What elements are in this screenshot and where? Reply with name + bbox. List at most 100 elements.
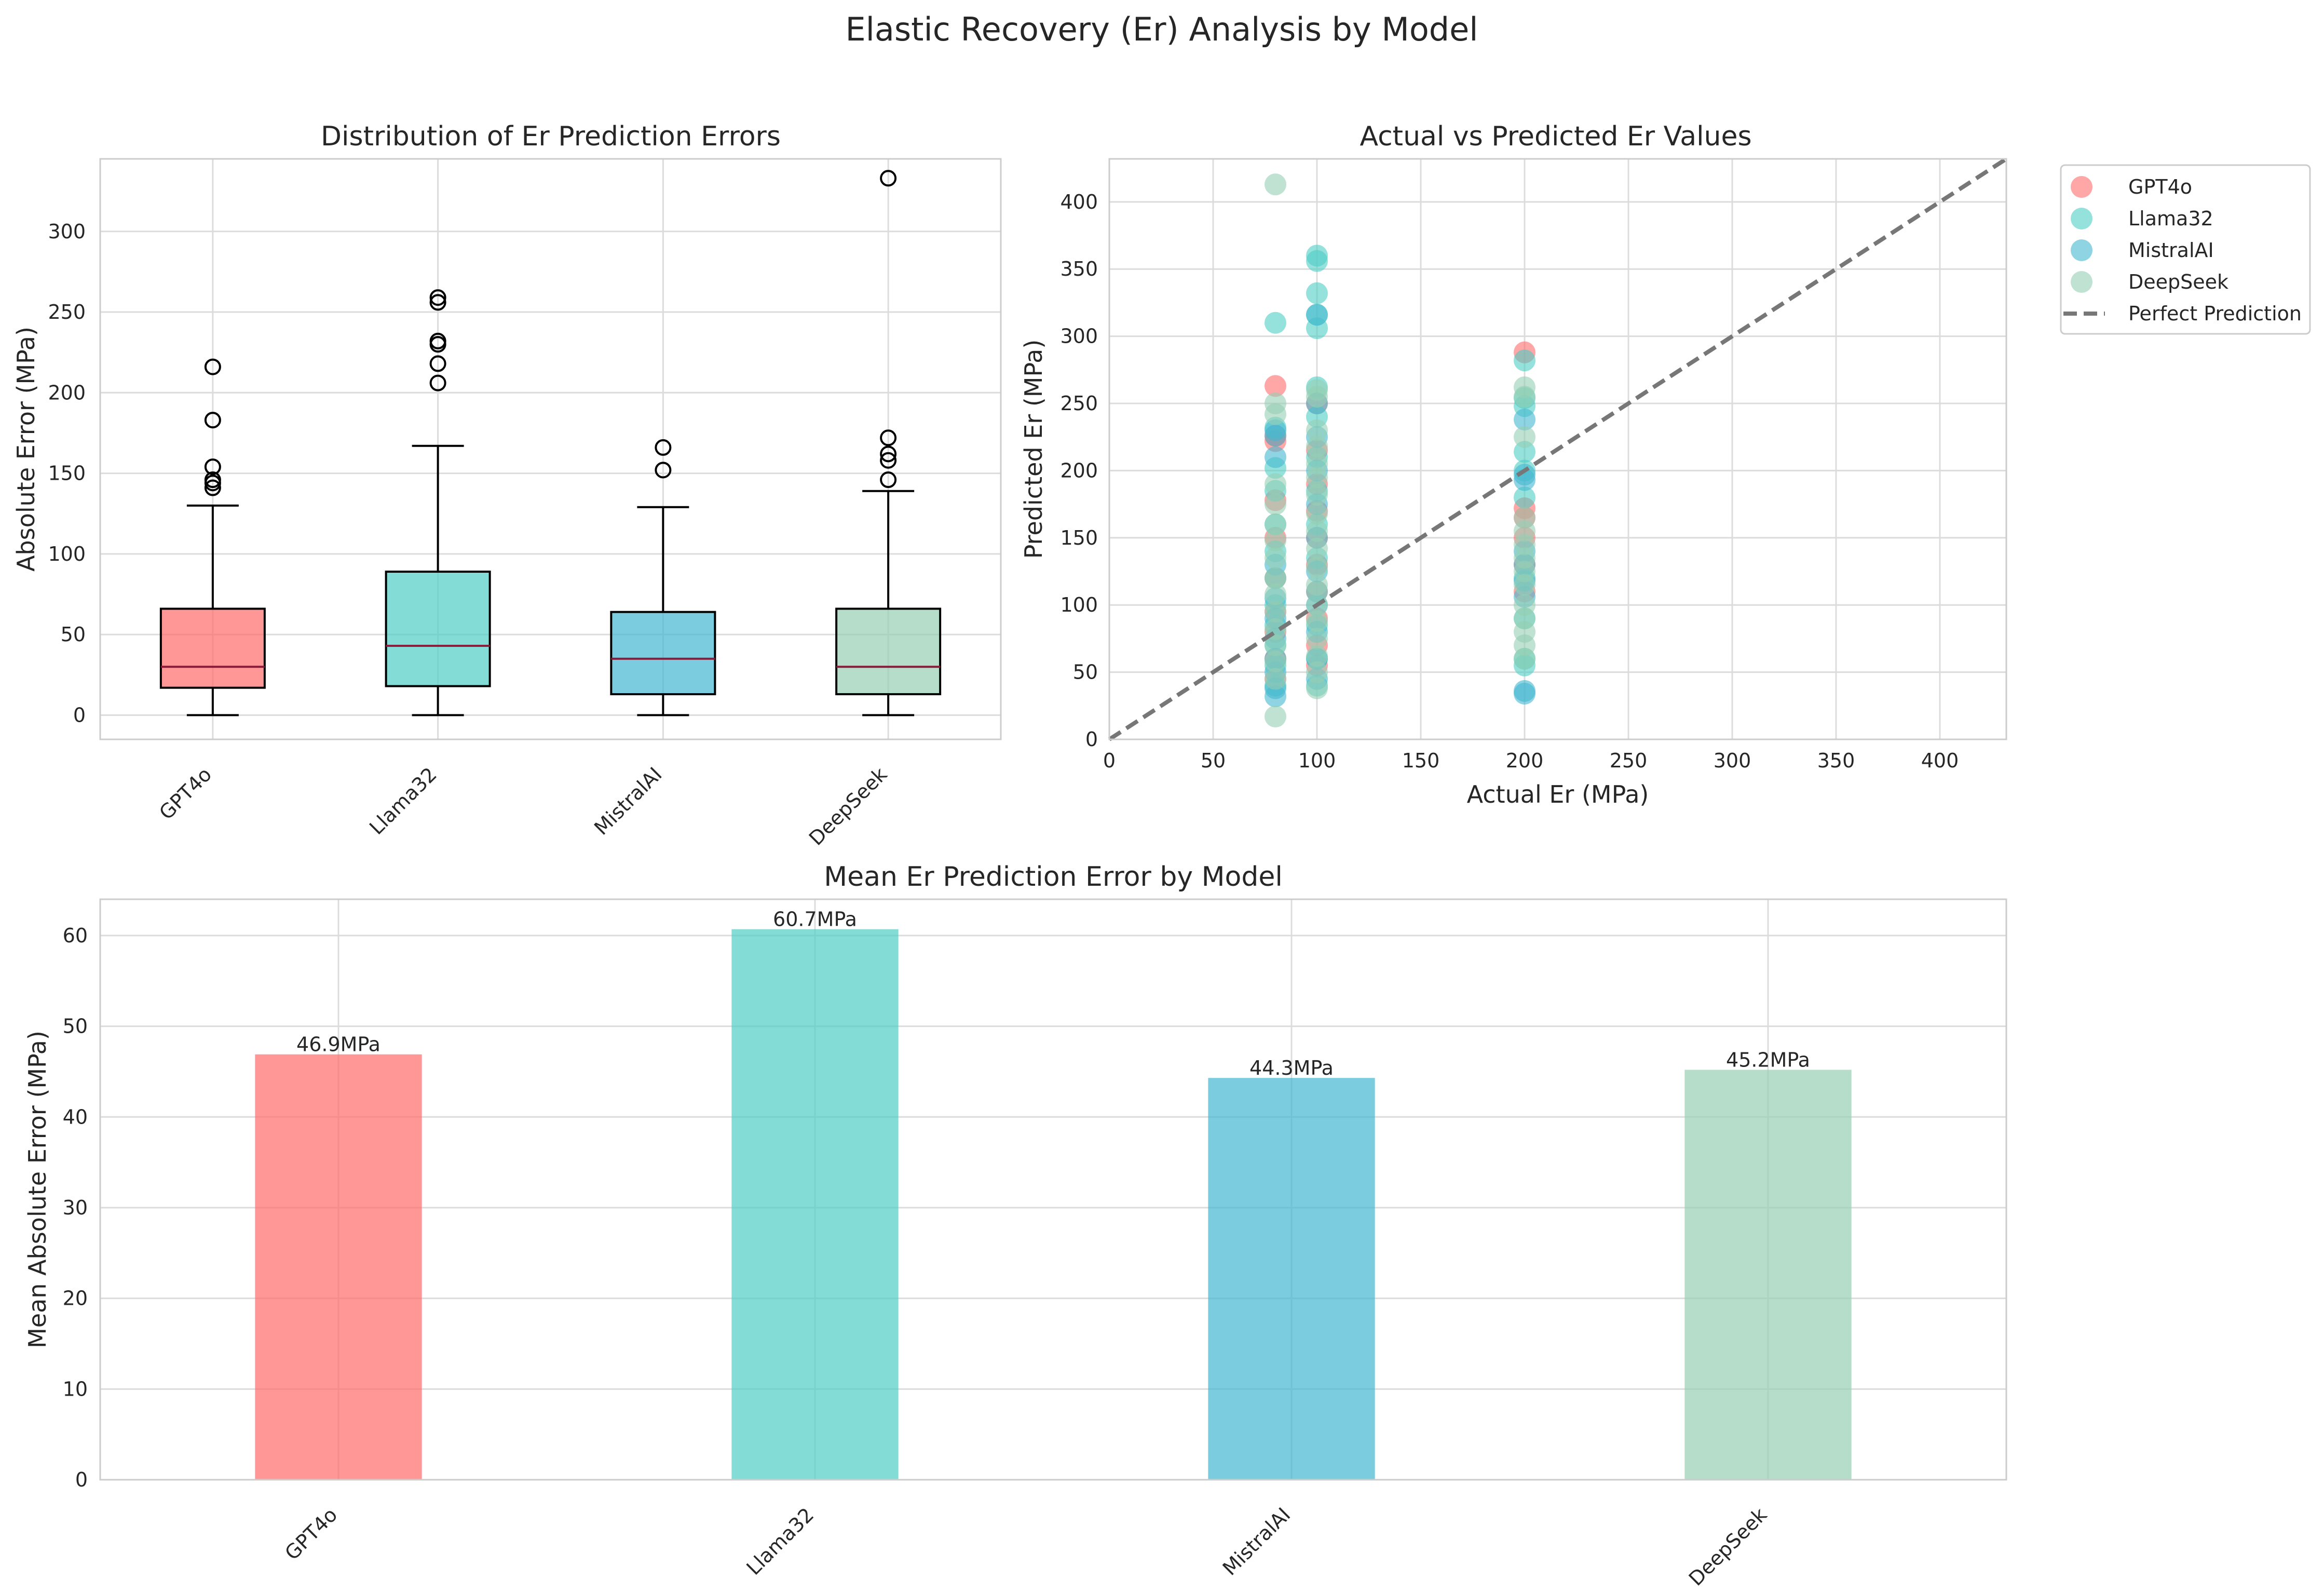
scatter-point [1265, 403, 1286, 425]
bar-frame [99, 898, 2007, 1481]
boxplot-frame [99, 158, 1002, 740]
y-tick-label: 250 [1060, 392, 1098, 415]
scatter-point [1265, 312, 1286, 334]
x-tick-label: 200 [1506, 749, 1544, 772]
x-tick-label: 0 [1103, 749, 1116, 772]
scatter-point [1514, 426, 1535, 448]
y-tick-label: 100 [48, 543, 86, 565]
y-tick-label: 250 [48, 301, 86, 323]
scatter-point [1306, 677, 1328, 699]
boxplot-title: Distribution of Er Prediction Errors [321, 121, 781, 152]
legend-label-perfect-prediction: Perfect Prediction [2128, 302, 2302, 325]
boxplot-y-ticks: 0 50 100 150 200 250 300 [48, 220, 86, 727]
scatter-point [1514, 683, 1535, 705]
scatter-point [1514, 574, 1535, 596]
outlier-point [429, 332, 446, 349]
iqr-box [159, 607, 266, 689]
box-gpt4o [159, 358, 266, 717]
outlier-point [204, 458, 221, 476]
bar-title: Mean Er Prediction Error by Model [824, 861, 1283, 893]
iqr-box [610, 611, 716, 696]
y-tick-label: 50 [1073, 661, 1098, 684]
outlier-point [880, 445, 897, 463]
scatter-point [1514, 349, 1535, 372]
x-tick-label: 150 [1402, 749, 1440, 772]
outlier-point [880, 170, 897, 187]
bar-value-label: 45.2MPa [1726, 1048, 1810, 1071]
legend-marker-llama32 [2071, 208, 2092, 229]
scatter-x-ticks: 0 50 100 150 200 250 300 350 400 [1103, 749, 1959, 772]
x-tick-label: 250 [1610, 749, 1648, 772]
scatter-point [1265, 668, 1286, 690]
y-tick-label: 200 [1060, 459, 1098, 482]
y-tick-label: 400 [1060, 191, 1098, 213]
legend-label-deepseek: DeepSeek [2128, 271, 2228, 293]
scatter-point [1265, 493, 1286, 516]
scatter-point [1265, 567, 1286, 589]
scatter-point [1306, 574, 1328, 596]
bar-value-label: 46.9MPa [296, 1033, 380, 1056]
legend-marker-mistralai [2071, 239, 2092, 261]
scatter-point [1265, 473, 1286, 495]
scatter-y-ticks: 0 50 100 150 200 250 300 350 400 [1060, 191, 1098, 751]
x-tick-label: 300 [1714, 749, 1751, 772]
box-llama32 [385, 289, 491, 717]
outlier-point [655, 462, 672, 479]
outlier-point [880, 471, 897, 489]
iqr-box [385, 571, 491, 687]
boxplot-y-label: Absolute Error (MPa) [12, 327, 40, 572]
outlier-point [880, 452, 897, 469]
perfect-prediction-line [1108, 157, 2008, 741]
outlier-point [204, 479, 221, 496]
outlier-point [880, 429, 897, 447]
figure-title: Elastic Recovery (Er) Analysis by Model [845, 10, 1478, 48]
bar-deepseek [1684, 1070, 1852, 1480]
scatter-point [1265, 650, 1286, 672]
scatter-title: Actual vs Predicted Er Values [1360, 121, 1751, 152]
scatter-point [1306, 661, 1328, 683]
legend-label-gpt4o: GPT4o [2128, 175, 2192, 198]
scatter-point [1306, 435, 1328, 457]
scatter-point [1306, 466, 1328, 489]
scatter-point [1514, 486, 1535, 509]
scatter-point [1265, 513, 1286, 535]
box-deepseek [835, 170, 942, 717]
scatter-point [1306, 503, 1328, 525]
y-tick-label: 0 [1085, 728, 1098, 751]
scatter-point [1514, 647, 1535, 670]
outlier-point [204, 412, 221, 429]
x-tick-label: 400 [1921, 749, 1959, 772]
bar-mistralai [1208, 1078, 1375, 1480]
bar-y-label: Mean Absolute Error (MPa) [23, 1031, 51, 1348]
outlier-point [429, 289, 446, 306]
scatter-frame [1108, 158, 2007, 740]
scatter-y-label: Predicted Er (MPa) [1020, 340, 1048, 559]
bar-llama32 [731, 929, 899, 1480]
y-tick-label: 100 [1060, 593, 1098, 616]
scatter-point [1265, 601, 1286, 623]
scatter-point [1514, 386, 1535, 408]
y-tick-label: 40 [63, 1105, 88, 1128]
scatter-point [1265, 425, 1286, 447]
scatter-series-deepseek [1265, 173, 1535, 728]
scatter-point [1265, 634, 1286, 656]
bar-value-label: 44.3MPa [1249, 1057, 1334, 1079]
y-tick-label: 50 [63, 1015, 88, 1038]
scatter-point [1265, 583, 1286, 605]
scatter-point [1265, 173, 1286, 196]
x-tick-label: 350 [1817, 749, 1855, 772]
scatter-point [1514, 409, 1535, 431]
scatter-x-label: Actual Er (MPa) [1467, 780, 1649, 808]
iqr-box [835, 607, 942, 696]
y-tick-label: 300 [1060, 325, 1098, 348]
scatter-point [1306, 645, 1328, 667]
scatter-point [1306, 483, 1328, 506]
bar-gpt4o [255, 1054, 422, 1480]
scatter-point [1306, 304, 1328, 326]
y-tick-label: 0 [75, 1468, 88, 1491]
y-tick-label: 30 [63, 1196, 88, 1219]
y-tick-label: 350 [1060, 258, 1098, 280]
outlier-point [429, 294, 446, 311]
y-tick-label: 150 [1060, 526, 1098, 549]
y-tick-label: 150 [48, 462, 86, 485]
